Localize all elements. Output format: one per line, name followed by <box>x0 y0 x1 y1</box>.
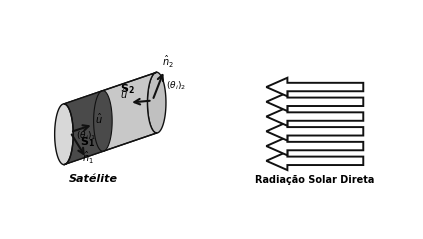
Polygon shape <box>148 72 166 133</box>
Polygon shape <box>266 137 363 155</box>
Polygon shape <box>266 92 363 111</box>
Text: $(\theta_i)_1$: $(\theta_i)_1$ <box>76 130 96 142</box>
Text: $(\theta_i)_2$: $(\theta_i)_2$ <box>166 80 186 92</box>
Polygon shape <box>55 104 73 165</box>
Text: $\mathbf{S_2}$: $\mathbf{S_2}$ <box>120 82 135 96</box>
Text: Satélite: Satélite <box>69 174 118 184</box>
Text: $\mathbf{S_1}$: $\mathbf{S_1}$ <box>80 135 95 149</box>
Text: $\hat{n}_1$: $\hat{n}_1$ <box>82 150 94 166</box>
Text: $\hat{u}$: $\hat{u}$ <box>120 87 128 101</box>
Polygon shape <box>55 91 112 165</box>
Text: $\hat{n}_2$: $\hat{n}_2$ <box>162 54 173 70</box>
Text: $\hat{u}$: $\hat{u}$ <box>95 112 102 126</box>
Polygon shape <box>266 122 363 141</box>
Text: Radiação Solar Direta: Radiação Solar Direta <box>255 175 374 185</box>
Polygon shape <box>64 72 157 165</box>
Polygon shape <box>266 107 363 126</box>
Polygon shape <box>266 152 363 170</box>
Polygon shape <box>266 78 363 96</box>
